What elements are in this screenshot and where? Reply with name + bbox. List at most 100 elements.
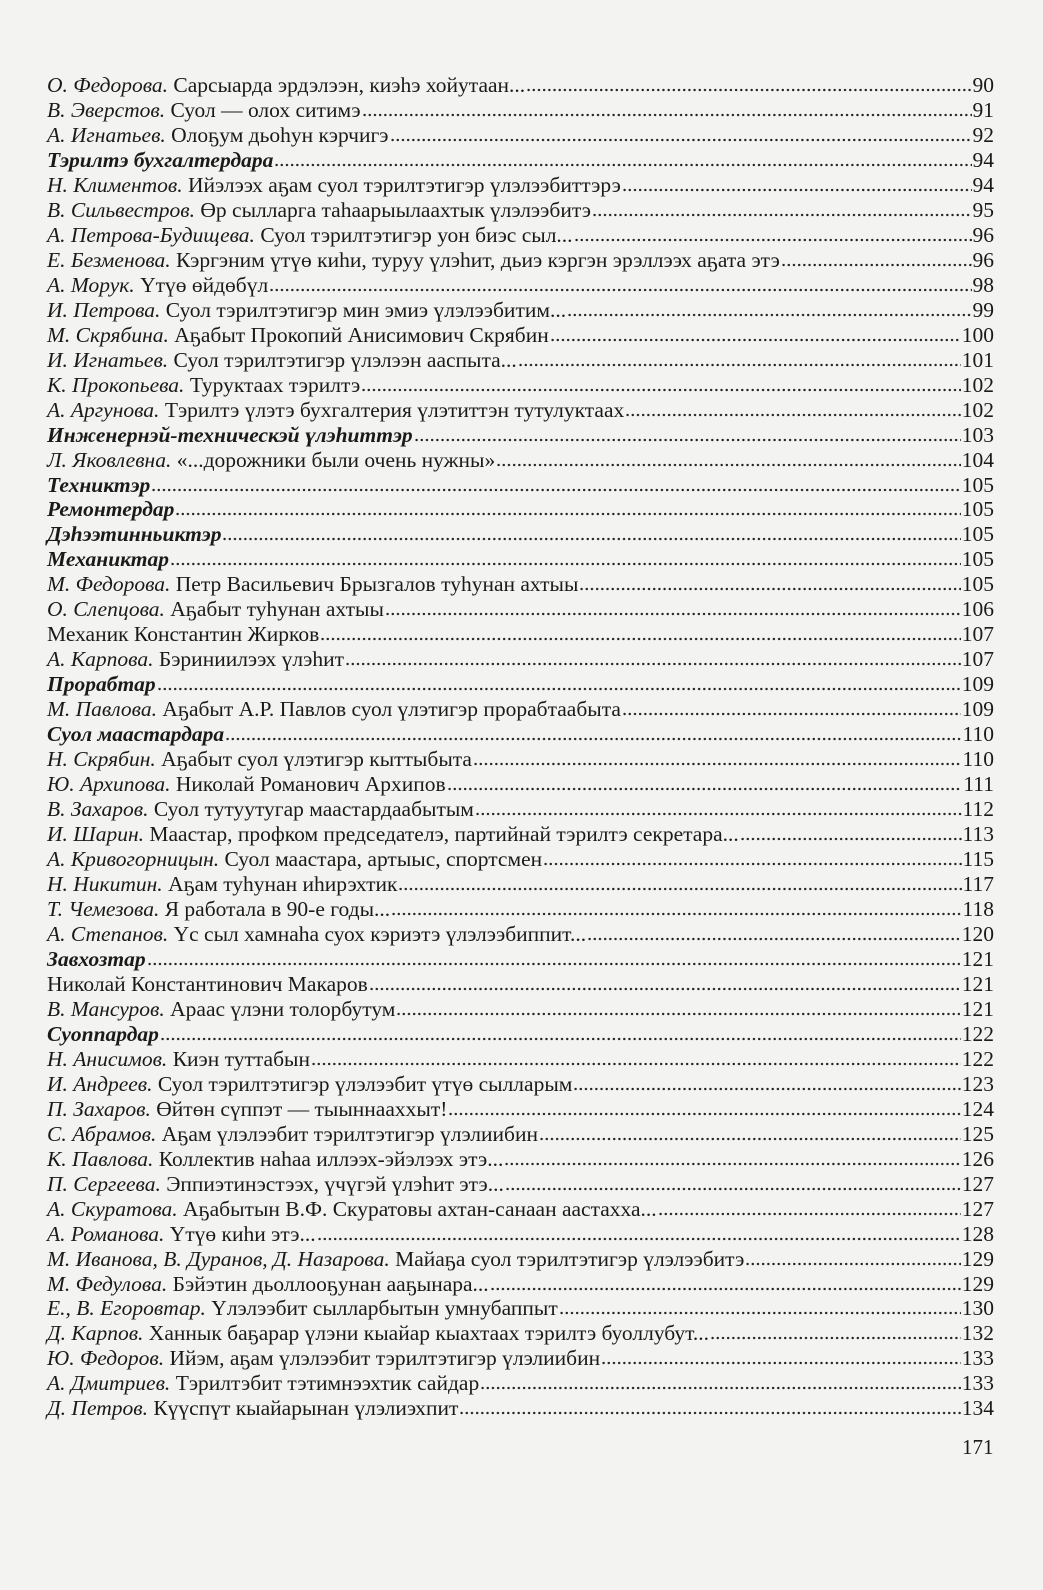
entry-title: Эппиэтинэстээх, үчүгэй үлэһит этэ... <box>166 1171 504 1196</box>
toc-entry: П. Сергеева. Эппиэтинэстээх, үчүгэй үлэһ… <box>47 1172 994 1197</box>
entry-page-number: 134 <box>961 1396 994 1421</box>
entry-page-number: 98 <box>972 272 995 297</box>
entry-title: Дэһээтинньиктэр <box>47 522 222 547</box>
toc-entry: М. Федорова. Петр Васильевич Брызгалов т… <box>47 572 994 597</box>
entry-title: Аҕабытын В.Ф. Скуратовы ахтан-санаан аас… <box>183 1196 657 1221</box>
entry-page-number: 109 <box>961 697 994 722</box>
dot-leader <box>625 412 961 417</box>
entry-title: Николай Романович Архипов <box>175 772 446 797</box>
entry-page-number: 94 <box>972 172 995 197</box>
entry-page-number: 105 <box>961 522 994 547</box>
dot-leader <box>573 237 972 242</box>
entry-author: В. Эверстов. <box>47 97 166 122</box>
dot-leader <box>274 162 972 167</box>
toc-entry: В. Эверстов. Суол — олох ситимэ 91 <box>47 98 994 123</box>
dot-leader <box>413 437 961 442</box>
entry-title: Тэрилтэ үлэтэ бухгалтерия үлэтиттэн туту… <box>164 397 625 422</box>
entry-title: Аҕабыт суол үлэтигэр кыттыбыта <box>161 747 472 772</box>
dot-leader <box>368 986 961 991</box>
entry-title: Я работала в 90-е годы... <box>164 896 391 921</box>
entry-page-number: 107 <box>961 647 994 672</box>
toc-entry: Д. Петров. Күүспүт кыайарынан үлэлиэхпит… <box>47 1396 994 1421</box>
entry-page-number: 91 <box>972 97 995 122</box>
entry-page-number: 130 <box>961 1296 994 1321</box>
dot-leader <box>587 936 961 941</box>
entry-title: Аҕабыт туһунан ахтыы <box>170 597 384 622</box>
toc-entry: А. Морук. Үтүө өйдөбүл 98 <box>47 273 994 298</box>
dot-leader <box>657 1211 961 1216</box>
entry-title: Кэргэним үтүө киһи, туруу үлэһит, дьиэ к… <box>176 247 780 272</box>
entry-page-number: 111 <box>963 772 994 797</box>
entry-page-number: 115 <box>962 847 994 872</box>
entry-title: Майаҕа суол тэрилтэтигэр үлэлээбитэ <box>395 1246 745 1271</box>
entry-author: Н. Никитин. <box>47 872 163 896</box>
toc-entry: А. Игнатьев. Олоҕум дьоһун кэрчигэ 92 <box>47 123 994 148</box>
dot-leader <box>175 512 961 517</box>
toc-entry: Механик Константин Жирков 107 <box>47 622 994 647</box>
entry-title: Өр сылларга таһаарыылаахтык үлэлээбитэ <box>200 197 591 222</box>
entry-title: Коллектив наһаа иллээх-эйэлээх этэ... <box>158 1146 504 1171</box>
entry-author: А. Романова. <box>47 1221 165 1246</box>
entry-page-number: 96 <box>972 222 995 247</box>
entry-title: Техниктэр <box>47 472 151 497</box>
entry-title: Тэрилтэбит тэтимнээхтик сайдар <box>175 1371 480 1396</box>
table-of-contents: О. Федорова. Сарсыарда эрдэлээн, киэһэ х… <box>47 73 994 1421</box>
toc-entry: И. Игнатьев. Суол тэрилтэтигэр үлэлээн а… <box>47 348 994 373</box>
toc-section-heading: Прорабтар 109 <box>47 672 994 697</box>
entry-title: Суол маастардара <box>47 722 225 747</box>
dot-leader <box>517 362 961 367</box>
entry-title: Аҕабыт Прокопий Анисимович Скрябин <box>174 322 549 347</box>
entry-page-number: 129 <box>961 1246 994 1271</box>
dot-leader <box>549 337 961 342</box>
dot-leader <box>592 212 972 217</box>
dot-leader <box>151 487 961 492</box>
entry-title: Инженернэй-техническэй үлэһиттэр <box>47 422 413 447</box>
entry-page-number: 122 <box>961 1046 994 1071</box>
entry-author: А. Степанов. <box>47 921 169 946</box>
entry-title: Үтүө өйдөбүл <box>140 272 269 297</box>
entry-title: Суол маастара, артыыс, спортсмен <box>224 847 543 872</box>
entry-page-number: 129 <box>961 1271 994 1296</box>
toc-entry: М. Федулова. Бэйэтин дьоллооҕунан ааҕына… <box>47 1272 994 1297</box>
entry-page-number: 127 <box>961 1171 994 1196</box>
entry-author: К. Павлова. <box>47 1146 154 1171</box>
entry-page-number: 112 <box>962 797 994 822</box>
toc-entry: М. Скрябина. Аҕабыт Прокопий Анисимович … <box>47 323 994 348</box>
dot-leader <box>504 1161 961 1166</box>
entry-author: Ю. Архипова. <box>47 772 171 797</box>
dot-leader <box>474 812 962 817</box>
entry-title: Туруктаах тэрилтэ <box>189 372 361 397</box>
entry-page-number: 104 <box>961 447 994 472</box>
entry-author: Е. Безменова. <box>47 247 171 272</box>
entry-author: Н. Скрябин. <box>47 747 156 772</box>
entry-author: М. Скрябина. <box>47 322 169 347</box>
toc-entry: П. Захаров. Өйтөн сүппэт — тыыннааххыт! 1… <box>47 1097 994 1122</box>
dot-leader <box>361 387 961 392</box>
entry-title: Бэйэтин дьоллооҕунан ааҕынара... <box>172 1271 489 1296</box>
entry-page-number: 133 <box>961 1346 994 1371</box>
dot-leader <box>567 312 972 317</box>
entry-author: А. Аргунова. <box>47 397 160 422</box>
toc-section-heading: Суол маастардара 110 <box>47 722 994 747</box>
entry-page-number: 121 <box>961 946 994 971</box>
dot-leader <box>543 862 962 867</box>
entry-page-number: 123 <box>961 1071 994 1096</box>
entry-page-number: 121 <box>961 996 994 1021</box>
entry-author: Л. Яковлевна. <box>47 447 172 472</box>
entry-title: Бэриниилээх үлэһит <box>158 647 345 672</box>
entry-author: А. Кривогорницын. <box>47 847 220 872</box>
entry-title: Суол тэрилтэтигэр уон биэс сыл... <box>260 222 573 247</box>
entry-author: М. Федорова. <box>47 572 171 597</box>
toc-entry: В. Мансуров. Араас үлэни толорбутум 121 <box>47 997 994 1022</box>
entry-title: Механиктар <box>47 547 170 572</box>
entry-author: А. Скуратова. <box>47 1196 178 1221</box>
dot-leader <box>621 187 972 192</box>
entry-page-number: 95 <box>972 197 995 222</box>
entry-title: Араас үлэни толорбутум <box>170 996 396 1021</box>
entry-page-number: 124 <box>961 1096 994 1121</box>
entry-title: Завхозтар <box>47 946 146 971</box>
entry-title: Киэн туттабын <box>172 1046 310 1071</box>
toc-entry: И. Андреев. Суол тэрилтэтигэр үлэлээбит … <box>47 1072 994 1097</box>
entry-author: И. Андреев. <box>47 1071 153 1096</box>
entry-page-number: 126 <box>961 1146 994 1171</box>
